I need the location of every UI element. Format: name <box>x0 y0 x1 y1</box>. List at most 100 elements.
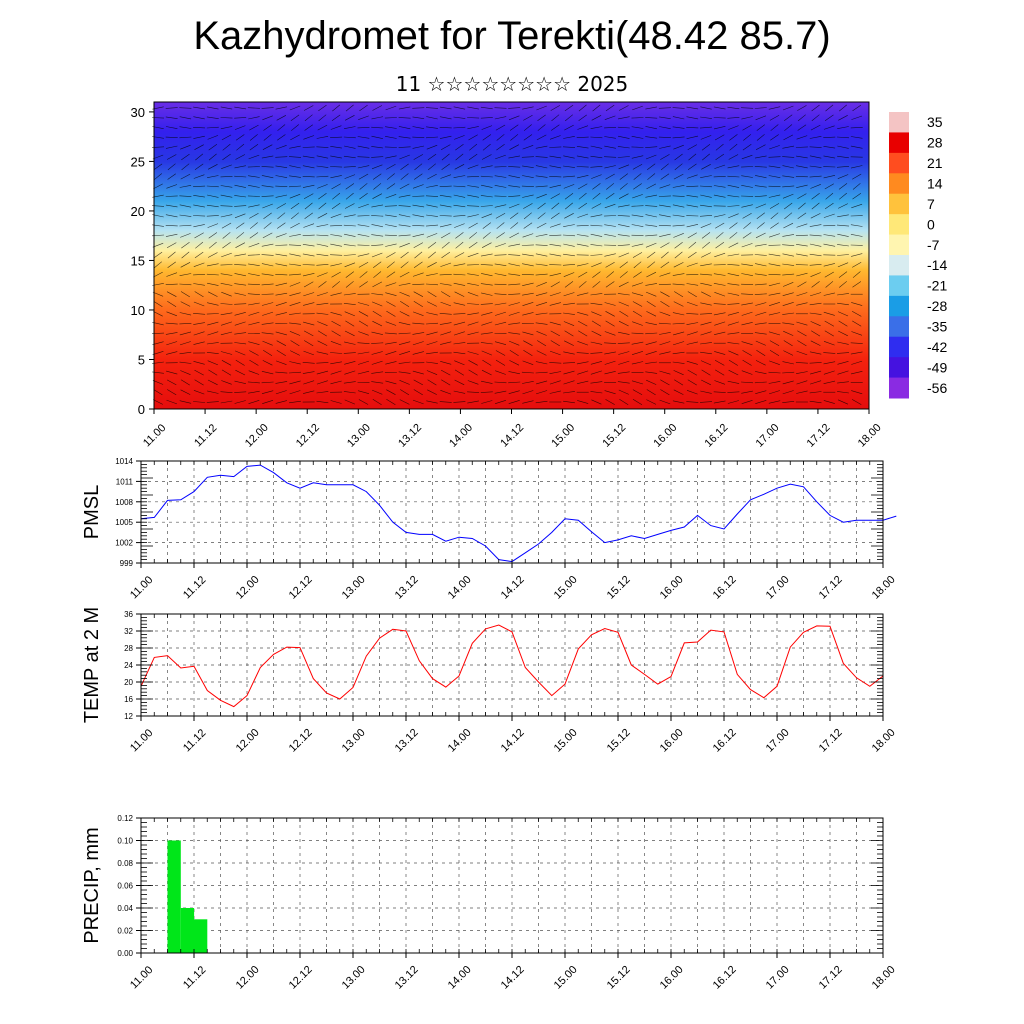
wind-barb <box>288 185 302 188</box>
wind-barb <box>754 107 767 109</box>
wind-barb <box>221 321 232 326</box>
x-tick-label: 16.00 <box>658 574 686 602</box>
wind-barb <box>468 153 478 161</box>
wind-barb <box>727 400 739 404</box>
precip-ylabel: PRECIP, mm <box>81 827 103 943</box>
wind-barb <box>604 351 616 355</box>
wind-barb <box>304 340 314 347</box>
wind-barb <box>261 254 274 256</box>
wind-barb <box>468 134 478 141</box>
wind-barb <box>359 271 368 278</box>
wind-barb <box>563 312 575 315</box>
wind-barb <box>577 370 589 375</box>
wind-barb <box>522 292 534 296</box>
wind-barb <box>413 291 424 297</box>
wind-barb <box>508 107 521 109</box>
wind-barb <box>852 104 862 112</box>
wind-barb <box>220 264 233 266</box>
wind-barb <box>590 126 603 129</box>
wind-barb <box>837 311 849 317</box>
wind-barb <box>468 222 478 229</box>
wind-barb <box>590 352 603 354</box>
wind-barb <box>510 212 519 220</box>
precip-bar <box>180 908 195 953</box>
wind-barb <box>535 292 548 296</box>
wind-barb <box>316 243 329 247</box>
wind-barb <box>809 351 822 355</box>
wind-barb <box>440 331 452 336</box>
wind-barb <box>782 244 795 246</box>
wind-barb <box>509 350 519 356</box>
wind-barb <box>371 293 384 296</box>
wind-barb <box>851 253 863 257</box>
wind-barb <box>386 271 396 278</box>
wind-barb <box>194 144 204 150</box>
wind-barb <box>769 340 780 347</box>
x-tick-label: 14.00 <box>446 727 474 755</box>
wind-barb <box>727 253 740 257</box>
wind-barb <box>412 311 424 316</box>
wind-barb <box>318 104 327 112</box>
wind-barb <box>809 253 822 257</box>
wind-barb <box>850 136 863 139</box>
colorbar-swatch <box>889 132 909 154</box>
x-tick-label: 14.12 <box>498 422 526 450</box>
wind-barb <box>400 261 409 269</box>
wind-barb <box>521 244 534 246</box>
wind-barb <box>440 341 452 345</box>
wind-barb <box>701 369 711 376</box>
wind-barb <box>234 264 247 266</box>
wind-barb <box>536 222 547 229</box>
wind-barb <box>700 321 712 326</box>
wind-barb <box>453 351 466 355</box>
wind-barb <box>605 320 615 327</box>
wind-barb <box>578 104 587 112</box>
wind-barb <box>263 222 272 229</box>
wind-barb <box>851 302 863 306</box>
wind-barb <box>604 224 616 227</box>
wind-barb <box>455 153 464 161</box>
wind-barb <box>414 163 423 171</box>
wind-barb <box>180 233 191 238</box>
wind-barb <box>564 104 574 112</box>
wind-barb <box>618 360 630 365</box>
wind-barb <box>234 292 246 296</box>
wind-barb <box>604 390 616 395</box>
wind-barb <box>249 350 259 356</box>
wind-barb <box>427 262 437 268</box>
wind-barb <box>343 136 356 139</box>
wind-barb <box>823 175 836 179</box>
wind-barb <box>699 126 713 129</box>
wind-barb <box>606 271 614 278</box>
wind-barb <box>330 136 343 138</box>
wind-barb <box>248 400 260 404</box>
wind-barb <box>672 351 685 355</box>
wind-barb <box>235 369 246 376</box>
wind-barb <box>481 125 493 130</box>
wind-barb <box>386 310 396 317</box>
wind-barb <box>688 241 697 249</box>
wind-barb <box>605 173 615 180</box>
y-tick-label: 0.00 <box>117 949 133 958</box>
wind-barb <box>686 185 699 187</box>
wind-barb <box>344 233 356 237</box>
wind-barb <box>549 184 562 188</box>
wind-barb <box>426 185 438 188</box>
wind-barb <box>194 163 204 170</box>
wind-barb <box>275 274 288 276</box>
wind-barb <box>618 331 630 335</box>
wind-barb <box>713 400 726 404</box>
wind-barb <box>618 193 629 199</box>
wind-barb <box>427 173 437 180</box>
wind-barb <box>193 135 205 139</box>
wind-barb <box>823 341 835 346</box>
wind-barb <box>647 173 656 180</box>
wind-barb <box>578 330 588 337</box>
wind-barb <box>618 164 630 170</box>
wind-barb <box>700 175 712 178</box>
wind-barb <box>837 233 849 237</box>
wind-barb <box>590 233 603 237</box>
wind-barb <box>578 271 588 278</box>
wind-barb <box>234 253 247 257</box>
